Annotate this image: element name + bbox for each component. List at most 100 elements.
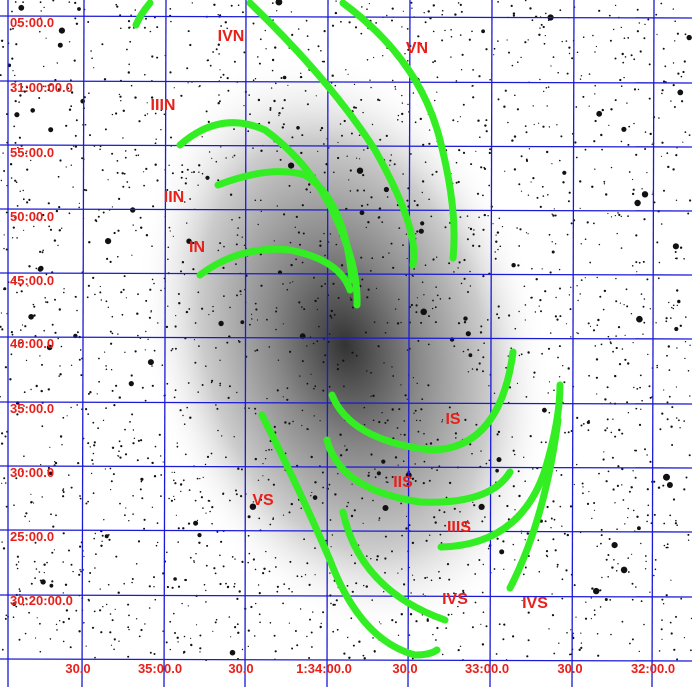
star [0, 432, 4, 435]
star [402, 460, 405, 463]
star [95, 553, 97, 555]
star [621, 432, 624, 435]
star [469, 285, 472, 287]
star [419, 117, 422, 121]
star [39, 622, 41, 625]
star [575, 106, 578, 108]
star [20, 290, 23, 293]
star [353, 509, 356, 512]
star [310, 373, 312, 375]
star [290, 263, 293, 267]
star [288, 184, 291, 187]
star [668, 395, 671, 398]
star [130, 14, 132, 16]
star [217, 102, 220, 105]
star [187, 605, 189, 607]
star [171, 172, 174, 175]
star [340, 264, 344, 267]
star [194, 361, 197, 364]
star [88, 580, 91, 583]
star [504, 170, 506, 172]
star [610, 431, 613, 434]
star [556, 318, 559, 321]
star [78, 202, 80, 204]
star [617, 212, 619, 214]
star [544, 290, 547, 293]
star [620, 247, 623, 249]
star [102, 419, 105, 422]
star [579, 180, 582, 183]
star [524, 0, 527, 2]
star [36, 617, 38, 619]
star [542, 25, 545, 29]
star [140, 480, 143, 483]
star [397, 464, 399, 466]
star [323, 232, 325, 235]
star [406, 28, 409, 30]
star [376, 555, 379, 558]
star [92, 452, 95, 455]
star [597, 654, 600, 657]
star [274, 557, 277, 559]
star [582, 95, 585, 98]
star [374, 468, 376, 470]
star [609, 341, 612, 343]
star [87, 392, 90, 395]
star [2, 152, 4, 154]
star [151, 278, 154, 281]
star [184, 182, 187, 185]
star [109, 330, 112, 333]
star [576, 285, 578, 287]
y-label: 30:00.0 [10, 465, 54, 480]
star [282, 283, 284, 285]
star [414, 409, 417, 412]
star [321, 502, 324, 504]
star [300, 575, 303, 578]
star [489, 78, 491, 81]
arm-label: IIS [393, 474, 413, 491]
star [72, 186, 74, 188]
star [70, 164, 73, 166]
star [116, 5, 119, 8]
star [570, 336, 572, 338]
star [282, 323, 284, 325]
star [309, 618, 311, 621]
star [529, 7, 532, 10]
star [328, 333, 331, 335]
star [184, 453, 187, 456]
star [598, 472, 600, 475]
star [481, 520, 484, 523]
star [115, 384, 118, 387]
star [111, 152, 114, 155]
star [140, 628, 143, 632]
star [627, 517, 629, 519]
star [669, 514, 672, 517]
star [363, 657, 366, 660]
star [623, 37, 626, 39]
star [350, 514, 354, 518]
star [483, 342, 485, 345]
star [439, 533, 442, 536]
star [262, 475, 264, 477]
star [316, 308, 318, 311]
star [415, 311, 418, 314]
star [600, 343, 603, 346]
star [594, 84, 596, 87]
star [539, 27, 541, 29]
star [347, 73, 349, 75]
star [378, 519, 380, 521]
star [371, 599, 374, 601]
star [607, 335, 610, 338]
star [433, 516, 436, 519]
star [524, 41, 527, 44]
arm-label: IS [445, 411, 460, 428]
star [414, 463, 416, 465]
star [9, 163, 13, 166]
star [363, 406, 366, 409]
star [381, 221, 384, 224]
star [366, 203, 369, 206]
star [100, 544, 103, 547]
star [196, 477, 199, 480]
star [647, 353, 649, 356]
star [497, 98, 500, 101]
